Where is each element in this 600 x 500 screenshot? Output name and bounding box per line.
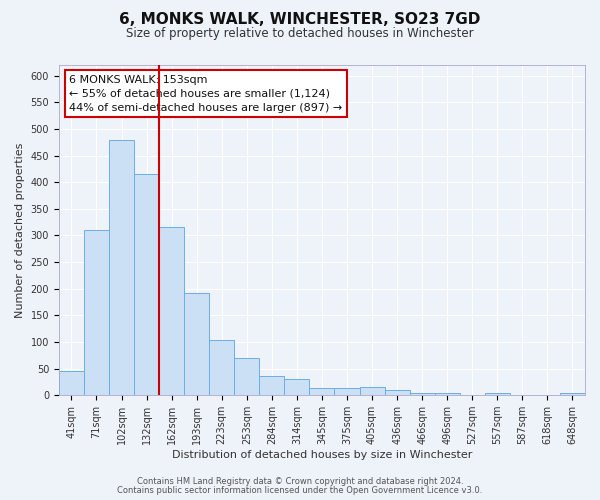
- Bar: [535, 394, 560, 395]
- Bar: [209, 340, 234, 395]
- Bar: [234, 358, 259, 395]
- X-axis label: Distribution of detached houses by size in Winchester: Distribution of detached houses by size …: [172, 450, 472, 460]
- Bar: [284, 379, 310, 395]
- Bar: [510, 394, 535, 395]
- Bar: [159, 228, 184, 395]
- Bar: [84, 230, 109, 395]
- Text: 6 MONKS WALK: 153sqm
← 55% of detached houses are smaller (1,124)
44% of semi-de: 6 MONKS WALK: 153sqm ← 55% of detached h…: [70, 75, 343, 113]
- Bar: [359, 387, 385, 395]
- Text: 6, MONKS WALK, WINCHESTER, SO23 7GD: 6, MONKS WALK, WINCHESTER, SO23 7GD: [119, 12, 481, 28]
- Bar: [410, 392, 434, 395]
- Bar: [184, 293, 209, 395]
- Text: Size of property relative to detached houses in Winchester: Size of property relative to detached ho…: [126, 28, 474, 40]
- Bar: [109, 140, 134, 395]
- Bar: [434, 392, 460, 395]
- Bar: [59, 370, 84, 395]
- Bar: [385, 390, 410, 395]
- Y-axis label: Number of detached properties: Number of detached properties: [15, 142, 25, 318]
- Bar: [560, 392, 585, 395]
- Text: Contains public sector information licensed under the Open Government Licence v3: Contains public sector information licen…: [118, 486, 482, 495]
- Bar: [334, 388, 359, 395]
- Bar: [259, 376, 284, 395]
- Bar: [485, 392, 510, 395]
- Bar: [134, 174, 159, 395]
- Bar: [310, 388, 334, 395]
- Text: Contains HM Land Registry data © Crown copyright and database right 2024.: Contains HM Land Registry data © Crown c…: [137, 477, 463, 486]
